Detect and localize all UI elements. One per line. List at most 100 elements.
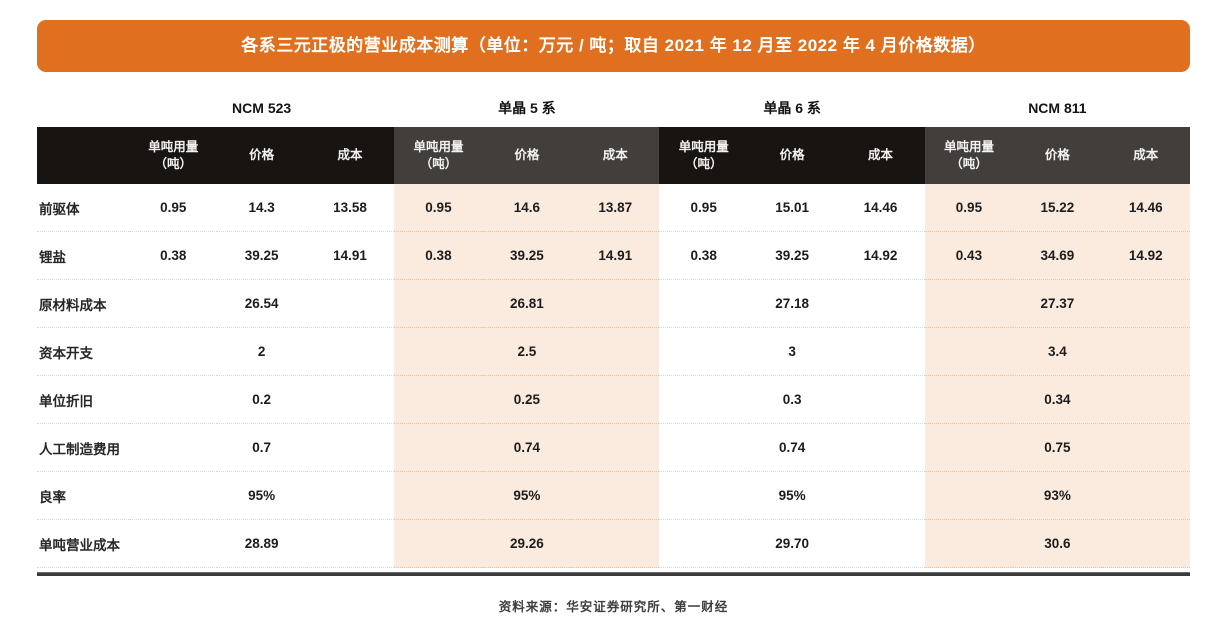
value-cell-r3-g3-c0 — [924, 328, 1014, 376]
table-row: 前驱体 0.95 14.3 13.58 0.95 14.6 13.87 0.95 15.01 14… — [37, 184, 1190, 232]
value-cell-r3-g1-c0 — [394, 328, 483, 376]
value-cell-r7-g1-c0 — [394, 520, 483, 568]
sub-header-cell-g1-c2: 成本 — [571, 127, 660, 184]
value-cell-r4-g2-c2 — [836, 376, 925, 424]
table-row: 单位折旧 0.2 0.25 0.3 0.34 — [37, 376, 1190, 424]
value-cell-r1-g1-c2: 14.91 — [571, 232, 660, 280]
report-figure: 各系三元正极的营业成本测算（单位：万元 / 吨；取自 2021 年 12 月至 … — [37, 20, 1190, 614]
value-cell-r5-g3-c2 — [1101, 424, 1190, 472]
value-cell-r2-g3-c2 — [1101, 280, 1190, 328]
value-cell-r1-g2-c2: 14.92 — [836, 232, 925, 280]
value-cell-r1-g3-c2: 14.92 — [1101, 232, 1190, 280]
value-cell-r3-g3-c1: 3.4 — [1013, 328, 1102, 376]
value-cell-r5-g2-c2 — [836, 424, 925, 472]
value-cell-r7-g1-c2 — [571, 520, 660, 568]
column-group-name-0: NCM 523 — [232, 100, 292, 116]
row-label: 人工制造费用 — [37, 424, 129, 472]
table-row: 单吨营业成本 28.89 29.26 29.70 30.6 — [37, 520, 1190, 568]
value-cell-r5-g1-c1: 0.74 — [482, 424, 572, 472]
value-cell-r5-g0-c0 — [129, 424, 218, 472]
sub-header-cell-g1-c0: 单吨用量 （吨） — [394, 127, 483, 184]
value-cell-r0-g0-c2: 13.58 — [305, 184, 395, 232]
value-cell-r4-g3-c1: 0.34 — [1013, 376, 1102, 424]
row-label: 单吨营业成本 — [37, 520, 129, 568]
value-cell-r4-g1-c0 — [394, 376, 483, 424]
value-cell-r0-g3-c1: 15.22 — [1013, 184, 1102, 232]
value-cell-r3-g2-c2 — [836, 328, 925, 376]
row-label: 单位折旧 — [37, 376, 129, 424]
sub-header-cell-g2-c1: 价格 — [747, 127, 837, 184]
column-group-name-1: 单晶 5 系 — [498, 100, 556, 116]
table-row: 良率 95% 95% 95% 93% — [37, 472, 1190, 520]
table-row: 原材料成本 26.54 26.81 27.18 27.37 — [37, 280, 1190, 328]
value-cell-r6-g0-c2 — [305, 472, 395, 520]
value-cell-r3-g1-c2 — [571, 328, 660, 376]
value-cell-r7-g2-c0 — [659, 520, 748, 568]
sub-header-cell-g3-c0: 单吨用量 （吨） — [924, 127, 1014, 184]
value-cell-r2-g3-c1: 27.37 — [1013, 280, 1102, 328]
value-cell-r7-g0-c2 — [305, 520, 395, 568]
value-cell-r0-g1-c0: 0.95 — [394, 184, 483, 232]
value-cell-r0-g2-c2: 14.46 — [836, 184, 925, 232]
value-cell-r1-g0-c1: 39.25 — [217, 232, 306, 280]
row-label: 良率 — [37, 472, 129, 520]
value-cell-r2-g2-c1: 27.18 — [747, 280, 837, 328]
value-cell-r2-g1-c2 — [571, 280, 660, 328]
value-cell-r0-g2-c0: 0.95 — [659, 184, 748, 232]
value-cell-r2-g1-c1: 26.81 — [482, 280, 572, 328]
row-label: 原材料成本 — [37, 280, 129, 328]
sub-header-cell-g0-c1: 价格 — [217, 127, 306, 184]
value-cell-r6-g1-c0 — [394, 472, 483, 520]
source-note: 资料来源：华安证券研究所、第一财经 — [498, 600, 729, 614]
value-cell-r5-g3-c0 — [924, 424, 1014, 472]
value-cell-r1-g1-c0: 0.38 — [394, 232, 483, 280]
value-cell-r1-g1-c1: 39.25 — [482, 232, 572, 280]
value-cell-r6-g1-c1: 95% — [482, 472, 572, 520]
row-label: 前驱体 — [37, 184, 129, 232]
value-cell-r6-g0-c1: 95% — [217, 472, 306, 520]
value-cell-r0-g1-c1: 14.6 — [482, 184, 572, 232]
value-cell-r7-g2-c2 — [836, 520, 925, 568]
column-group-header-row: NCM 523 单晶 5 系 单晶 6 系 NCM 811 — [37, 89, 1190, 127]
sub-header-cell-g3-c2: 成本 — [1101, 127, 1190, 184]
sub-header-cell-g2-c2: 成本 — [836, 127, 925, 184]
column-group-name-2: 单晶 6 系 — [763, 100, 821, 116]
value-cell-r2-g0-c0 — [129, 280, 218, 328]
row-label-header-cell — [37, 127, 129, 184]
sub-header-cell-g1-c1: 价格 — [482, 127, 572, 184]
value-cell-r4-g3-c0 — [924, 376, 1014, 424]
value-cell-r7-g2-c1: 29.70 — [747, 520, 837, 568]
value-cell-r4-g2-c1: 0.3 — [747, 376, 837, 424]
value-cell-r3-g0-c2 — [305, 328, 395, 376]
value-cell-r6-g3-c1: 93% — [1013, 472, 1102, 520]
value-cell-r2-g2-c0 — [659, 280, 748, 328]
value-cell-r0-g0-c1: 14.3 — [217, 184, 306, 232]
value-cell-r3-g0-c1: 2 — [217, 328, 306, 376]
value-cell-r7-g3-c0 — [924, 520, 1014, 568]
value-cell-r2-g3-c0 — [924, 280, 1014, 328]
value-cell-r6-g3-c0 — [924, 472, 1014, 520]
value-cell-r5-g0-c1: 0.7 — [217, 424, 306, 472]
value-cell-r3-g3-c2 — [1101, 328, 1190, 376]
value-cell-r1-g2-c0: 0.38 — [659, 232, 748, 280]
value-cell-r4-g0-c0 — [129, 376, 218, 424]
value-cell-r6-g2-c2 — [836, 472, 925, 520]
sub-header-cell-g0-c2: 成本 — [305, 127, 395, 184]
value-cell-r7-g0-c1: 28.89 — [217, 520, 306, 568]
value-cell-r0-g2-c1: 15.01 — [747, 184, 837, 232]
value-cell-r3-g1-c1: 2.5 — [482, 328, 572, 376]
value-cell-r7-g0-c0 — [129, 520, 218, 568]
value-cell-r4-g0-c2 — [305, 376, 395, 424]
sub-header-row: 单吨用量 （吨） 价格 成本 单吨用量 （吨） 价格 成本 单吨用量 （吨） 价格 成本 单吨用量… — [37, 127, 1190, 184]
value-cell-r5-g0-c2 — [305, 424, 395, 472]
value-cell-r1-g3-c1: 34.69 — [1013, 232, 1102, 280]
value-cell-r2-g0-c1: 26.54 — [217, 280, 306, 328]
value-cell-r4-g1-c2 — [571, 376, 660, 424]
value-cell-r4-g1-c1: 0.25 — [482, 376, 572, 424]
value-cell-r1-g0-c0: 0.38 — [129, 232, 218, 280]
value-cell-r3-g0-c0 — [129, 328, 218, 376]
value-cell-r0-g1-c2: 13.87 — [571, 184, 660, 232]
value-cell-r1-g3-c0: 0.43 — [924, 232, 1014, 280]
value-cell-r5-g1-c0 — [394, 424, 483, 472]
value-cell-r6-g2-c1: 95% — [747, 472, 837, 520]
